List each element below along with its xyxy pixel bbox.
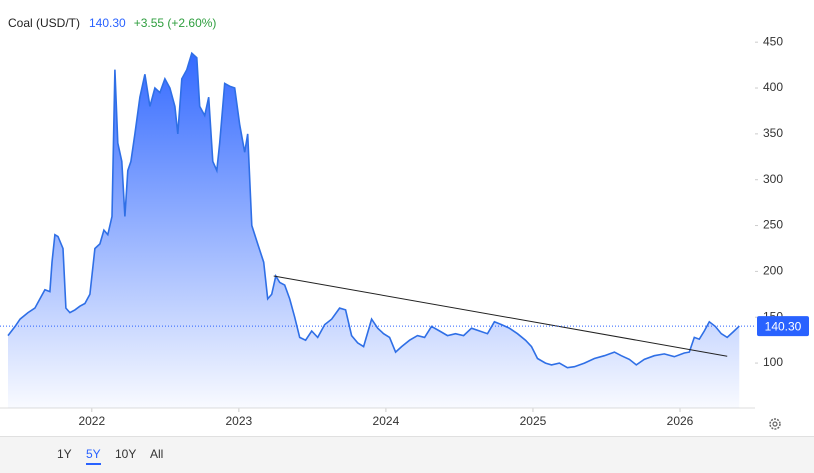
range-button[interactable]: 5Y bbox=[86, 447, 101, 465]
y-tick-label: 300 bbox=[763, 172, 783, 186]
x-tick-label: 2026 bbox=[667, 414, 694, 428]
y-tick-label: 400 bbox=[763, 80, 783, 94]
range-bar: 1Y 5Y 10Y All bbox=[0, 436, 814, 473]
last-price-box bbox=[757, 316, 809, 337]
range-button[interactable]: 10Y bbox=[115, 447, 137, 461]
y-tick-label: 350 bbox=[763, 126, 783, 140]
line bbox=[7, 51, 740, 369]
y-tick-label: 200 bbox=[763, 264, 783, 278]
header-change: +3.55 (+2.60%) bbox=[134, 16, 217, 30]
header-price: 140.30 bbox=[89, 16, 126, 30]
y-tick-label: 450 bbox=[763, 34, 783, 48]
y-tick-label: 250 bbox=[763, 218, 783, 232]
settings-icon[interactable] bbox=[769, 418, 781, 430]
y-tick-label: 100 bbox=[763, 355, 783, 369]
x-tick-label: 2024 bbox=[373, 414, 400, 428]
x-tick-label: 2022 bbox=[78, 414, 105, 428]
trendline bbox=[273, 275, 728, 357]
x-tick-label: 2023 bbox=[226, 414, 253, 428]
area bbox=[8, 53, 740, 408]
range-button[interactable]: All bbox=[150, 447, 164, 461]
chart-title: Coal (USD/T) bbox=[8, 16, 80, 30]
x-tick-label: 2025 bbox=[520, 414, 547, 428]
last-price-label: 140.30 bbox=[765, 319, 802, 333]
chart: Coal (USD/T) 140.30 +3.55 (+2.60%) 10015… bbox=[0, 16, 809, 430]
range-button[interactable]: 1Y bbox=[57, 447, 72, 461]
